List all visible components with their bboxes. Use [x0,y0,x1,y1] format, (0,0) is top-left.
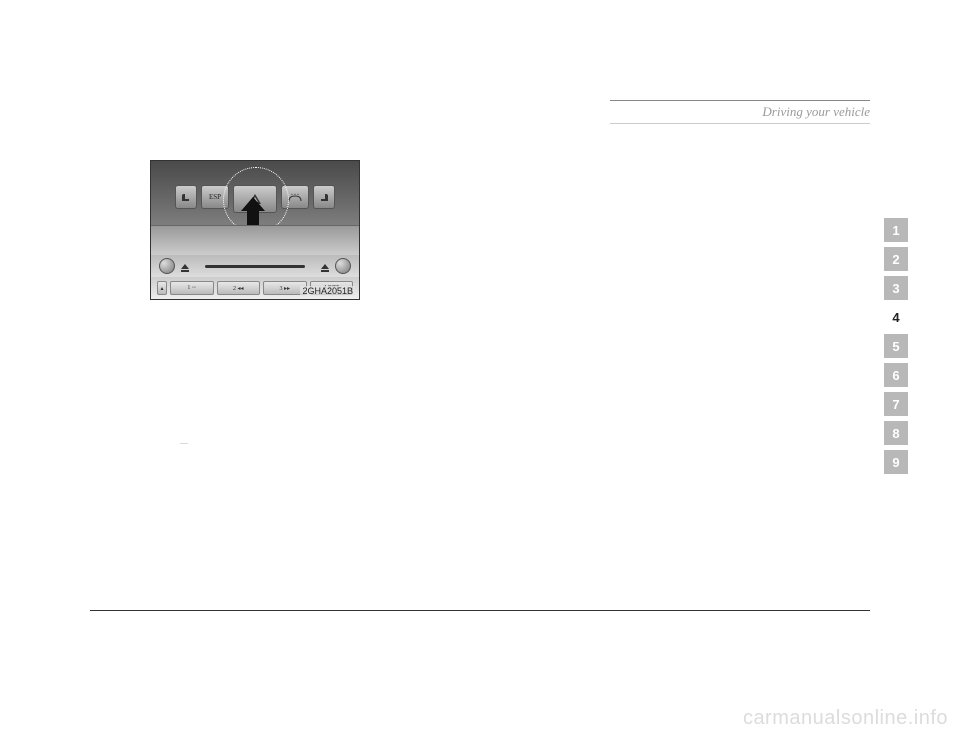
cd-slot [205,265,305,268]
manual-page: Driving your vehicle ESP [90,100,870,620]
tab-3[interactable]: 3 [884,276,908,300]
figure-code: 2GHA2051B [300,286,355,296]
defrost-icon [288,192,302,202]
eject-icon [181,264,189,269]
watermark: carmanualsonline.info [743,707,948,730]
esp-button: ESP [201,185,229,209]
section-header: Driving your vehicle [610,100,870,124]
arrow-head-icon [241,197,265,211]
tab-7[interactable]: 7 [884,392,908,416]
seat-heater-icon [180,191,192,203]
cd-slot-row [151,255,359,277]
left-cluster [159,258,189,274]
tab-2[interactable]: 2 [884,247,908,271]
defrost-button [281,185,309,209]
tab-1[interactable]: 1 [884,218,908,242]
console-divider [151,225,359,255]
section-title: Driving your vehicle [762,104,870,119]
right-cluster [321,258,351,274]
dashboard-figure: ESP [150,160,360,300]
stray-mark: — [180,438,188,447]
preset-2: 2 ◂◂ [217,281,261,295]
footer-rule [90,610,870,611]
seat-heater-right-button [313,185,335,209]
tab-9[interactable]: 9 [884,450,908,474]
tab-8[interactable]: 8 [884,421,908,445]
tab-5[interactable]: 5 [884,334,908,358]
seat-heater-left-button [175,185,197,209]
preset-1: 1 ◦◦ [170,281,214,295]
seat-heater-icon [318,191,330,203]
tab-4-active[interactable]: 4 [884,305,908,329]
esp-label: ESP [209,193,221,201]
volume-knob [159,258,175,274]
eject-icon [321,264,329,269]
tune-knob [335,258,351,274]
tab-6[interactable]: 6 [884,363,908,387]
scan-up-icon: ▴ [157,281,167,295]
chapter-tabs: 1 2 3 4 5 6 7 8 9 [884,218,908,474]
